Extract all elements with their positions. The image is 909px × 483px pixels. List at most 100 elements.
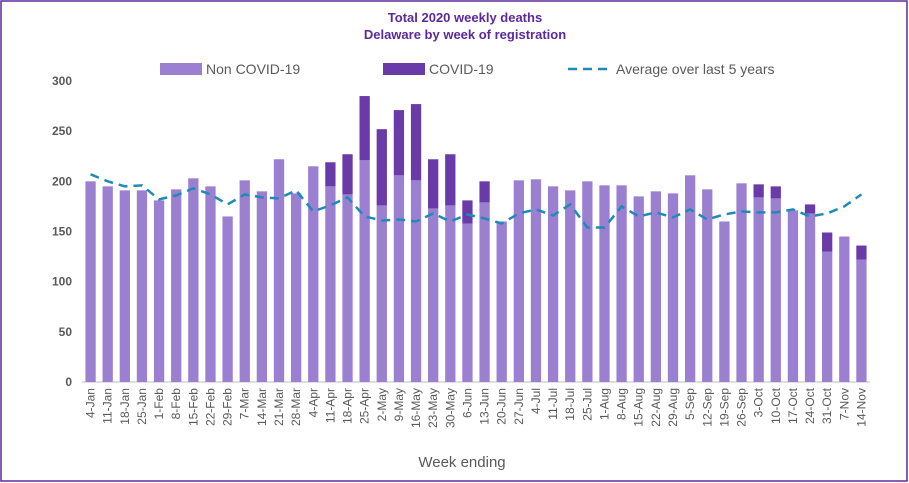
x-tick-label: 8-Feb xyxy=(169,388,183,420)
x-tick-label: 4-Jan xyxy=(84,388,98,418)
chart-title: Total 2020 weekly deaths xyxy=(388,10,542,25)
y-tick-label: 100 xyxy=(52,275,72,289)
x-tick-label: 30-May xyxy=(443,388,457,428)
bar xyxy=(428,208,439,382)
bar xyxy=(804,204,816,214)
x-tick-label: 2-May xyxy=(375,388,389,421)
bar xyxy=(479,202,490,382)
bar xyxy=(428,159,439,209)
x-tick-label: 25-Jan xyxy=(135,388,149,425)
y-tick-label: 50 xyxy=(59,325,73,339)
bar xyxy=(188,178,199,382)
x-tick-label: 24-Oct xyxy=(803,387,817,424)
bar xyxy=(171,189,182,382)
bar xyxy=(376,129,387,206)
bar xyxy=(856,245,867,260)
x-tick-label: 22-Feb xyxy=(203,388,217,426)
x-tick-label: 26-Sep xyxy=(735,388,749,427)
bar xyxy=(119,190,130,382)
x-tick-label: 20-Jun xyxy=(495,388,509,425)
x-tick-label: 18-Jul xyxy=(563,388,577,421)
bar xyxy=(393,175,405,382)
bar xyxy=(273,159,285,382)
bar xyxy=(85,181,96,382)
x-axis-title: Week ending xyxy=(418,454,505,471)
x-tick-label: 29-Aug xyxy=(666,388,680,427)
x-tick-label: 19-Sep xyxy=(717,388,731,427)
bar xyxy=(290,193,302,382)
x-tick-label: 17-Oct xyxy=(786,387,800,424)
bar xyxy=(325,162,336,187)
bar xyxy=(393,110,405,176)
bar xyxy=(770,198,781,382)
chart-subtitle: Delaware by week of registration xyxy=(364,27,566,42)
y-tick-label: 250 xyxy=(52,124,72,138)
y-tick-label: 150 xyxy=(52,225,72,239)
bar xyxy=(445,205,456,382)
bar xyxy=(205,186,216,382)
x-tick-label: 22-Aug xyxy=(649,388,663,427)
x-tick-label: 31-Oct xyxy=(820,387,834,424)
bar xyxy=(153,200,165,382)
x-tick-label: 29-Feb xyxy=(221,388,235,426)
x-tick-label: 7-Mar xyxy=(238,388,252,419)
bar xyxy=(565,190,576,382)
bar xyxy=(479,181,490,203)
bar xyxy=(650,191,662,382)
legend-label: COVID-19 xyxy=(429,61,494,77)
bar xyxy=(684,175,696,382)
x-tick-label: 18-Jan xyxy=(118,388,132,425)
bar xyxy=(633,196,644,382)
bar xyxy=(359,160,370,382)
bar xyxy=(753,184,764,198)
bar xyxy=(530,179,542,382)
x-tick-label: 15-Feb xyxy=(186,388,200,426)
bar xyxy=(753,197,764,382)
bar xyxy=(839,236,850,382)
bar xyxy=(136,190,148,382)
x-tick-label: 11-Jan xyxy=(101,388,115,424)
average-line xyxy=(90,173,863,229)
bar xyxy=(719,221,730,382)
x-tick-label: 14-Nov xyxy=(854,388,868,427)
bar xyxy=(359,96,370,161)
x-tick-label: 28-Mar xyxy=(289,388,303,426)
x-tick-label: 7-Nov xyxy=(837,388,851,420)
bar xyxy=(736,183,747,382)
bar xyxy=(856,259,867,382)
x-tick-label: 6-Jun xyxy=(460,388,474,418)
y-tick-label: 200 xyxy=(52,174,72,188)
x-tick-label: 3-Oct xyxy=(752,387,766,417)
x-tick-label: 1-Feb xyxy=(152,388,166,420)
bar xyxy=(822,232,833,252)
bar xyxy=(342,194,353,382)
bar xyxy=(787,210,799,382)
bar xyxy=(667,193,679,382)
x-tick-label: 11-Jul xyxy=(546,388,560,420)
bar xyxy=(804,213,816,382)
x-tick-label: 23-May xyxy=(426,388,440,428)
bar xyxy=(342,154,353,195)
bar xyxy=(513,180,524,382)
bar xyxy=(582,181,593,382)
x-tick-label: 27-Jun xyxy=(512,388,526,425)
legend-swatch xyxy=(383,63,425,75)
x-tick-label: 13-Jun xyxy=(478,388,492,425)
x-tick-label: 14-Mar xyxy=(255,388,269,426)
bar xyxy=(308,166,319,382)
bar xyxy=(239,180,250,382)
bar xyxy=(376,205,387,382)
bar xyxy=(770,186,781,199)
x-tick-label: 12-Sep xyxy=(700,388,714,427)
x-tick-label: 25-Apr xyxy=(358,388,372,424)
x-tick-label: 4-Apr xyxy=(306,388,320,417)
x-tick-label: 18-Apr xyxy=(341,388,355,424)
bar xyxy=(325,186,336,382)
x-tick-label: 21-Mar xyxy=(272,388,286,426)
x-tick-label: 1-Aug xyxy=(597,388,611,420)
y-tick-label: 300 xyxy=(52,74,72,88)
bar xyxy=(822,251,833,382)
bar xyxy=(599,185,610,382)
x-tick-label: 15-Aug xyxy=(632,388,646,427)
